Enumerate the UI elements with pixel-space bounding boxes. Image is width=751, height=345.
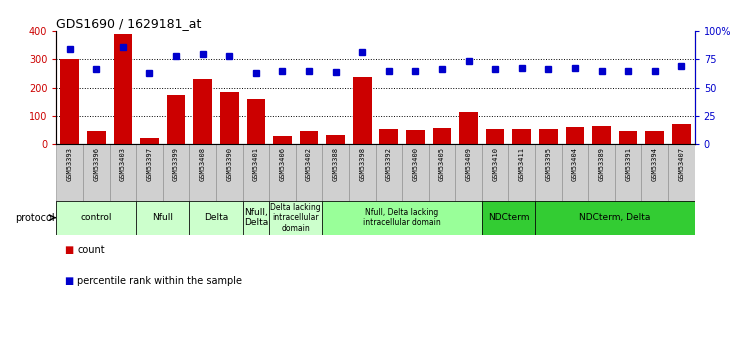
Text: GSM53407: GSM53407 bbox=[678, 147, 684, 181]
Text: GSM53408: GSM53408 bbox=[200, 147, 206, 181]
Bar bbox=[562, 144, 588, 201]
Bar bbox=[296, 144, 322, 201]
Text: NDCterm: NDCterm bbox=[487, 213, 529, 222]
Bar bbox=[56, 201, 136, 235]
Text: GSM53397: GSM53397 bbox=[146, 147, 152, 181]
Bar bbox=[163, 144, 189, 201]
Text: GSM53392: GSM53392 bbox=[386, 147, 392, 181]
Bar bbox=[641, 144, 668, 201]
Bar bbox=[110, 144, 136, 201]
Bar bbox=[113, 34, 132, 144]
Text: GSM53405: GSM53405 bbox=[439, 147, 445, 181]
Bar bbox=[535, 201, 695, 235]
Text: GSM53393: GSM53393 bbox=[67, 147, 73, 181]
Bar bbox=[379, 129, 398, 144]
Bar bbox=[402, 144, 429, 201]
Bar bbox=[645, 131, 664, 144]
Text: GSM53394: GSM53394 bbox=[652, 147, 658, 181]
Text: GSM53410: GSM53410 bbox=[492, 147, 498, 181]
Bar bbox=[433, 128, 451, 144]
Bar bbox=[482, 144, 508, 201]
Bar bbox=[136, 144, 163, 201]
Text: GSM53404: GSM53404 bbox=[572, 147, 578, 181]
Bar bbox=[593, 126, 611, 144]
Bar bbox=[189, 201, 243, 235]
Text: GSM53388: GSM53388 bbox=[333, 147, 339, 181]
Text: Nfull, Delta lacking
intracellular domain: Nfull, Delta lacking intracellular domai… bbox=[363, 208, 441, 227]
Text: GSM53400: GSM53400 bbox=[412, 147, 418, 181]
Bar bbox=[455, 144, 482, 201]
Bar bbox=[535, 144, 562, 201]
Text: Delta lacking
intracellular
domain: Delta lacking intracellular domain bbox=[270, 203, 321, 233]
Text: percentile rank within the sample: percentile rank within the sample bbox=[77, 276, 243, 286]
Text: NDCterm, Delta: NDCterm, Delta bbox=[579, 213, 650, 222]
Bar bbox=[349, 144, 376, 201]
Bar bbox=[269, 201, 322, 235]
Bar bbox=[269, 144, 296, 201]
Bar bbox=[193, 79, 212, 144]
Bar bbox=[273, 136, 291, 144]
Text: ■: ■ bbox=[64, 276, 73, 286]
Bar bbox=[87, 131, 106, 144]
Bar bbox=[406, 130, 425, 144]
Text: GDS1690 / 1629181_at: GDS1690 / 1629181_at bbox=[56, 17, 202, 30]
Bar bbox=[619, 130, 638, 144]
Text: GSM53389: GSM53389 bbox=[599, 147, 605, 181]
Text: Nfull,
Delta: Nfull, Delta bbox=[243, 208, 268, 227]
Text: GSM53402: GSM53402 bbox=[306, 147, 312, 181]
Bar bbox=[376, 144, 402, 201]
Bar bbox=[246, 99, 265, 144]
Text: ■: ■ bbox=[64, 245, 73, 255]
Bar bbox=[326, 135, 345, 144]
Bar bbox=[539, 129, 558, 144]
Text: protocol: protocol bbox=[15, 213, 55, 223]
Text: GSM53401: GSM53401 bbox=[253, 147, 259, 181]
Bar bbox=[566, 127, 584, 144]
Text: GSM53395: GSM53395 bbox=[545, 147, 551, 181]
Bar bbox=[588, 144, 615, 201]
Text: GSM53406: GSM53406 bbox=[279, 147, 285, 181]
Bar bbox=[56, 144, 83, 201]
Bar bbox=[322, 144, 349, 201]
Bar bbox=[512, 129, 531, 144]
Bar bbox=[615, 144, 641, 201]
Text: GSM53411: GSM53411 bbox=[519, 147, 525, 181]
Bar bbox=[140, 138, 158, 144]
Bar bbox=[220, 92, 239, 144]
Bar bbox=[322, 201, 482, 235]
Text: control: control bbox=[80, 213, 112, 222]
Bar bbox=[482, 201, 535, 235]
Text: Nfull: Nfull bbox=[152, 213, 173, 222]
Text: count: count bbox=[77, 245, 105, 255]
Bar bbox=[668, 144, 695, 201]
Bar bbox=[460, 112, 478, 144]
Bar bbox=[243, 201, 269, 235]
Bar bbox=[243, 144, 269, 201]
Bar bbox=[429, 144, 455, 201]
Bar bbox=[508, 144, 535, 201]
Text: GSM53403: GSM53403 bbox=[120, 147, 126, 181]
Bar bbox=[353, 77, 372, 144]
Bar bbox=[300, 131, 318, 144]
Text: GSM53398: GSM53398 bbox=[359, 147, 365, 181]
Bar bbox=[136, 201, 189, 235]
Bar bbox=[167, 95, 185, 144]
Bar bbox=[83, 144, 110, 201]
Bar bbox=[216, 144, 243, 201]
Text: GSM53399: GSM53399 bbox=[173, 147, 179, 181]
Bar bbox=[672, 124, 691, 144]
Text: Delta: Delta bbox=[204, 213, 228, 222]
Bar bbox=[189, 144, 216, 201]
Text: GSM53390: GSM53390 bbox=[226, 147, 232, 181]
Text: GSM53409: GSM53409 bbox=[466, 147, 472, 181]
Bar bbox=[60, 59, 79, 144]
Text: GSM53396: GSM53396 bbox=[93, 147, 99, 181]
Bar bbox=[486, 129, 505, 144]
Text: GSM53391: GSM53391 bbox=[625, 147, 631, 181]
